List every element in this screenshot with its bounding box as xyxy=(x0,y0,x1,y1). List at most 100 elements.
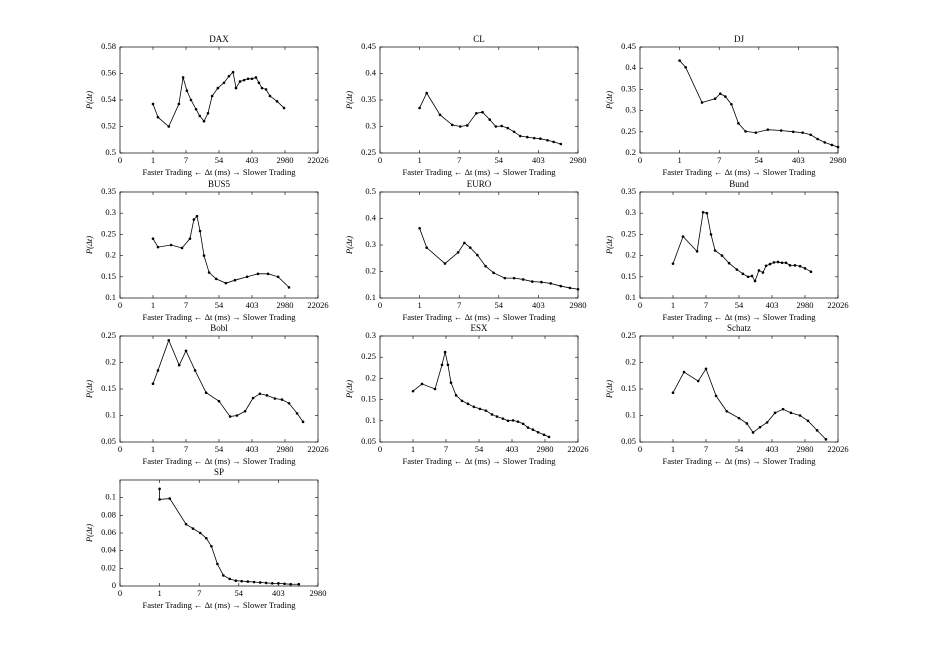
data-point xyxy=(411,389,415,393)
y-tick-label: 0.1 xyxy=(105,409,116,419)
data-point xyxy=(678,59,681,62)
data-point xyxy=(488,118,492,121)
x-axis-label: Faster Trading ← Δt (ms) → Slower Tradin… xyxy=(142,167,296,177)
x-axis-label: Faster Trading ← Δt (ms) → Slower Tradin… xyxy=(662,312,816,322)
data-point xyxy=(256,272,260,276)
data-point xyxy=(750,274,754,278)
y-axis-label: P(Δt) xyxy=(604,380,614,399)
x-tick-label: 0 xyxy=(118,300,122,310)
data-point xyxy=(167,338,171,342)
x-tick-label: 22026 xyxy=(307,155,328,165)
data-point xyxy=(202,254,206,257)
data-point xyxy=(506,419,510,423)
data-point xyxy=(265,394,269,397)
x-tick-label: 22026 xyxy=(827,444,848,454)
subplot-title: DJ xyxy=(734,34,744,44)
data-line xyxy=(159,488,299,585)
data-point xyxy=(425,246,428,249)
data-point xyxy=(511,419,515,422)
y-tick-label: 0.2 xyxy=(365,265,376,275)
data-point xyxy=(823,141,827,144)
data-point xyxy=(258,392,262,396)
plot-frame xyxy=(379,46,579,154)
data-point xyxy=(238,80,242,83)
data-point xyxy=(228,415,232,418)
x-tick-label: 2980 xyxy=(570,300,587,310)
data-point xyxy=(177,102,181,106)
data-point xyxy=(185,89,189,93)
x-axis-label: Faster Trading ← Δt (ms) → Slower Tradin… xyxy=(662,456,816,466)
y-tick-label: 0.52 xyxy=(101,120,116,130)
x-axis-label: Faster Trading ← Δt (ms) → Slower Tradin… xyxy=(402,456,556,466)
data-point xyxy=(277,582,280,585)
data-point xyxy=(184,349,188,353)
data-point xyxy=(725,409,729,413)
data-point xyxy=(227,74,231,78)
data-point xyxy=(283,582,286,586)
data-point xyxy=(180,246,184,250)
data-point xyxy=(530,280,534,283)
x-tick-label: 0 xyxy=(638,300,642,310)
y-tick-label: 0.3 xyxy=(625,207,636,217)
y-tick-label: 0.3 xyxy=(105,207,116,217)
x-tick-label: 7 xyxy=(197,588,201,598)
data-point xyxy=(559,142,563,146)
y-axis-label: P(Δt) xyxy=(84,524,94,543)
data-point xyxy=(151,382,155,386)
plot-frame xyxy=(119,191,319,299)
data-point xyxy=(539,137,542,140)
x-tick-label: 2980 xyxy=(277,300,294,310)
subplot-title: Schatz xyxy=(727,323,751,333)
data-point xyxy=(275,100,279,103)
data-line xyxy=(419,228,579,290)
data-point xyxy=(701,211,705,214)
x-tick-label: 54 xyxy=(215,444,224,454)
x-tick-label: 7 xyxy=(444,444,448,454)
data-point xyxy=(552,140,555,144)
data-point xyxy=(671,391,675,395)
subplot: ESX Faster Trading ← Δt (ms) → Slower Tra… xyxy=(344,323,589,466)
y-tick-label: 0.25 xyxy=(361,351,376,361)
x-tick-label: 7 xyxy=(704,444,708,454)
subplot-title: DAX xyxy=(209,34,229,44)
y-tick-label: 0.5 xyxy=(365,186,376,196)
data-point xyxy=(234,86,238,90)
data-point xyxy=(216,562,219,566)
data-point xyxy=(438,113,442,117)
data-point xyxy=(289,582,292,586)
x-tick-label: 2980 xyxy=(797,300,814,310)
data-point xyxy=(526,426,530,429)
x-axis-label: Faster Trading ← Δt (ms) → Slower Tradin… xyxy=(142,600,296,610)
data-point xyxy=(521,422,525,426)
x-tick-label: 22026 xyxy=(307,444,328,454)
data-point xyxy=(270,582,274,585)
data-point xyxy=(761,271,765,274)
data-point xyxy=(758,425,762,429)
subplot: CL Faster Trading ← Δt (ms) → Slower Trad… xyxy=(344,34,587,177)
x-tick-label: 2980 xyxy=(537,444,554,454)
data-point xyxy=(243,409,247,413)
data-point xyxy=(695,250,699,253)
data-point xyxy=(198,229,202,233)
data-point xyxy=(478,407,482,411)
y-tick-label: 0.5 xyxy=(105,147,116,157)
x-tick-label: 54 xyxy=(215,155,224,165)
plot-frame xyxy=(639,191,839,299)
y-tick-label: 0.25 xyxy=(621,228,636,238)
data-point xyxy=(518,134,522,138)
data-point xyxy=(476,253,479,257)
data-point xyxy=(720,254,724,257)
data-point xyxy=(242,78,246,82)
data-point xyxy=(295,412,299,415)
y-tick-label: 0.1 xyxy=(365,292,376,302)
data-point xyxy=(724,95,727,98)
data-point xyxy=(257,81,261,85)
data-point xyxy=(245,275,249,279)
data-point xyxy=(704,367,708,371)
x-tick-label: 1 xyxy=(157,588,161,598)
data-point xyxy=(737,122,740,125)
x-tick-label: 403 xyxy=(792,155,805,165)
data-point xyxy=(266,272,270,276)
data-point xyxy=(450,123,454,127)
